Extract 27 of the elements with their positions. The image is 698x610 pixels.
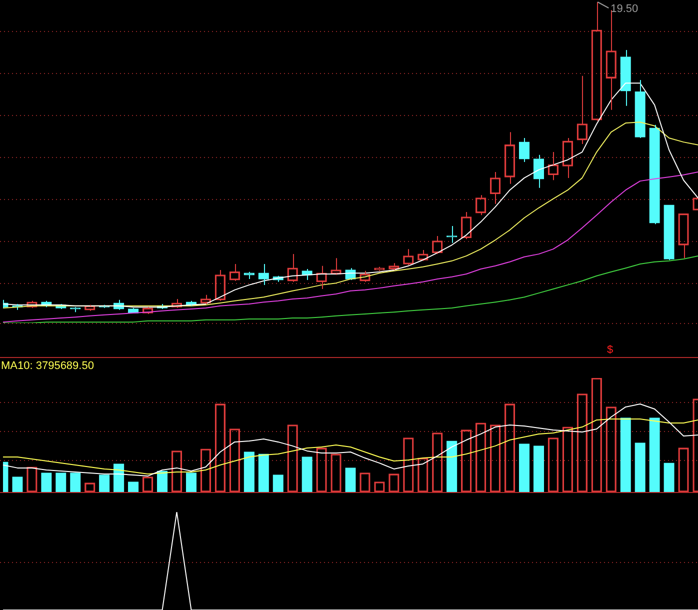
bar xyxy=(70,472,81,492)
bar xyxy=(56,472,66,492)
bar xyxy=(664,462,674,492)
candlestick xyxy=(533,154,544,188)
text: MA10: 3795689.50 xyxy=(1,360,94,372)
candlestick xyxy=(620,50,631,106)
bar xyxy=(634,442,646,492)
bar xyxy=(258,454,269,492)
candlestick xyxy=(634,79,646,139)
bar xyxy=(620,418,631,492)
bar xyxy=(649,418,660,492)
bar xyxy=(302,456,312,492)
text: $ xyxy=(606,344,614,356)
bar xyxy=(114,464,124,492)
bar xyxy=(244,452,254,492)
candlestick xyxy=(70,306,81,313)
bar xyxy=(518,444,530,492)
bar xyxy=(41,472,52,492)
candlestick xyxy=(649,124,660,225)
candlestick xyxy=(244,271,254,280)
bar xyxy=(533,446,544,492)
bar xyxy=(446,440,458,492)
bar xyxy=(156,470,168,492)
bar xyxy=(186,472,197,492)
annotation: 19.50 xyxy=(610,3,638,16)
bar xyxy=(345,468,356,492)
candlestick xyxy=(664,204,674,260)
